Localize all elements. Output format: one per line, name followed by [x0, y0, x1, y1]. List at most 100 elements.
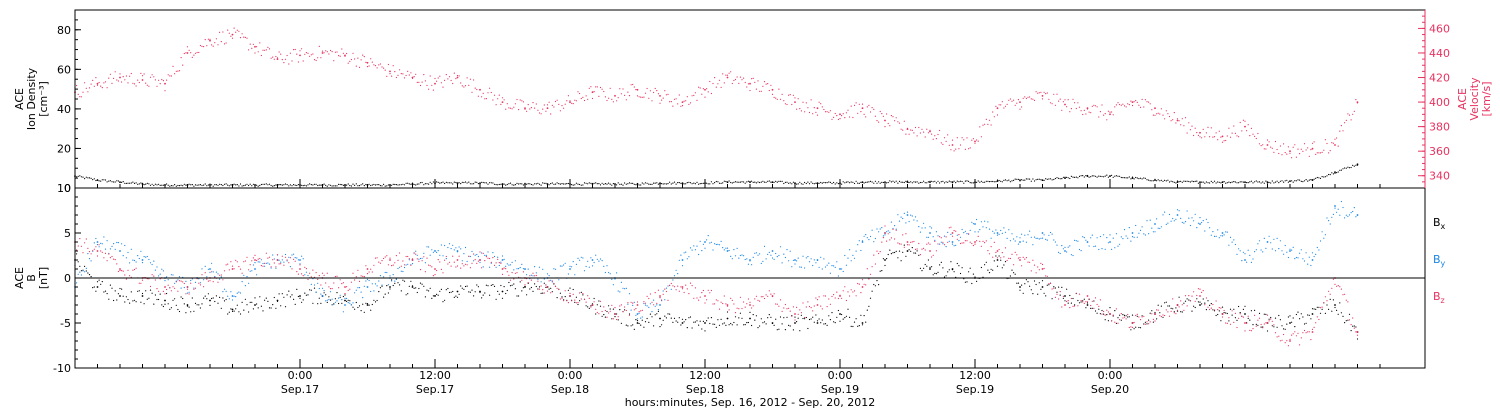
data-point-cloud: [283, 261, 285, 263]
data-point-cloud: [1270, 182, 1272, 184]
data-point-cloud: [211, 262, 213, 264]
data-point-cloud: [579, 292, 581, 294]
data-point-cloud: [1143, 323, 1145, 325]
data-point-cloud: [305, 52, 307, 54]
data-point-cloud: [127, 269, 129, 271]
data-point-cloud: [1266, 330, 1269, 332]
data-point-cloud: [995, 181, 997, 183]
data-point-cloud: [381, 66, 383, 68]
data-point-cloud: [1152, 231, 1154, 233]
data-point-cloud: [321, 287, 324, 289]
data-point-cloud: [855, 102, 857, 104]
data-point-cloud: [251, 260, 253, 262]
data-point-cloud: [167, 184, 169, 186]
data-point-cloud: [326, 301, 328, 303]
data-point-cloud: [455, 266, 457, 268]
data-point-cloud: [799, 181, 801, 183]
data-point-cloud: [1130, 178, 1132, 180]
data-point-cloud: [212, 271, 214, 273]
data-point-cloud: [166, 292, 168, 295]
data-point-cloud: [1319, 240, 1322, 242]
data-point-cloud: [1133, 178, 1135, 180]
data-point-cloud: [95, 246, 97, 248]
data-point-cloud: [474, 259, 476, 261]
data-point-cloud: [1119, 314, 1121, 316]
data-point-cloud: [628, 293, 631, 295]
data-point-cloud: [603, 265, 605, 267]
data-point: [951, 268, 954, 270]
data-point-cloud: [1268, 235, 1270, 237]
data-point-cloud: [135, 267, 137, 269]
data-point-cloud: [1049, 282, 1052, 284]
data-point-cloud: [503, 267, 505, 269]
data-point-cloud: [1003, 179, 1005, 181]
data-point-cloud: [701, 93, 703, 95]
data-point-cloud: [567, 289, 570, 291]
data-point-cloud: [421, 283, 423, 285]
data-point: [456, 250, 459, 252]
data-point: [546, 107, 549, 110]
data-point-cloud: [939, 264, 941, 266]
data-point-cloud: [1154, 231, 1156, 233]
data-point-cloud: [601, 310, 603, 313]
data-point: [1199, 131, 1201, 134]
data-point-cloud: [293, 49, 295, 51]
data-point-cloud: [1148, 101, 1150, 103]
data-point-cloud: [744, 81, 746, 84]
data-point-cloud: [489, 266, 491, 268]
data-point-cloud: [149, 184, 152, 186]
data-point-cloud: [1128, 326, 1130, 329]
data-point-cloud: [1321, 151, 1323, 153]
data-point-cloud: [1356, 338, 1359, 340]
data-point-cloud: [924, 263, 926, 266]
data-point-cloud: [837, 183, 840, 185]
data-point-cloud: [1213, 309, 1216, 311]
data-point-cloud: [1123, 177, 1126, 179]
data-point: [704, 295, 706, 297]
data-point-cloud: [1238, 136, 1240, 138]
data-point-cloud: [518, 109, 520, 111]
data-point-cloud: [627, 325, 629, 327]
data-point-cloud: [834, 322, 836, 324]
data-point-cloud: [437, 77, 439, 79]
data-point-cloud: [625, 324, 627, 326]
data-point-cloud: [770, 293, 772, 295]
data-point-cloud: [701, 328, 703, 330]
data-point-cloud: [428, 88, 430, 90]
data-point-cloud: [374, 301, 377, 303]
data-point-cloud: [175, 281, 177, 283]
data-point-cloud: [712, 249, 714, 251]
data-point-cloud: [458, 246, 460, 248]
data-point-cloud: [310, 276, 312, 278]
data-point-cloud: [199, 184, 201, 186]
data-point-cloud: [1059, 178, 1061, 180]
data-point: [1356, 331, 1359, 333]
data-point-cloud: [612, 101, 615, 103]
data-point-cloud: [188, 293, 190, 295]
data-point-cloud: [114, 259, 116, 261]
data-point-cloud: [151, 274, 153, 276]
data-point-cloud: [596, 86, 598, 88]
data-point: [501, 101, 504, 103]
data-point-cloud: [988, 272, 991, 274]
data-point-cloud: [516, 295, 518, 297]
data-point-cloud: [540, 285, 542, 287]
data-point-cloud: [710, 317, 713, 319]
data-point-cloud: [628, 95, 631, 97]
data-point-cloud: [103, 257, 105, 259]
data-point-cloud: [662, 293, 664, 295]
data-point-cloud: [1276, 180, 1278, 182]
data-point-cloud: [244, 285, 246, 287]
data-point-cloud: [347, 289, 349, 291]
data-point: [1356, 214, 1359, 216]
data-point-cloud: [373, 299, 375, 301]
data-point-cloud: [1271, 248, 1273, 250]
data-point-cloud: [968, 180, 970, 182]
data-point-cloud: [1048, 283, 1050, 285]
data-point-cloud: [617, 290, 619, 292]
data-point-cloud: [495, 262, 497, 264]
data-point: [816, 107, 819, 110]
data-point-cloud: [260, 265, 262, 267]
data-point-cloud: [1324, 176, 1326, 178]
data-point-cloud: [1291, 157, 1293, 159]
